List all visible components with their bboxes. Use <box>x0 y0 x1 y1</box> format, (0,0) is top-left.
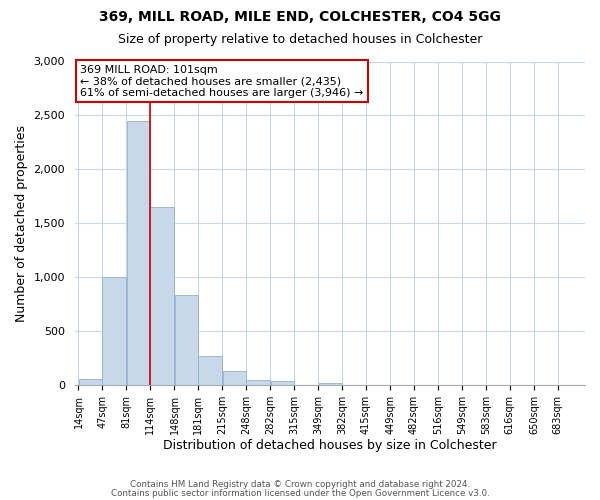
X-axis label: Distribution of detached houses by size in Colchester: Distribution of detached houses by size … <box>163 440 497 452</box>
Text: Contains HM Land Registry data © Crown copyright and database right 2024.: Contains HM Land Registry data © Crown c… <box>130 480 470 489</box>
Bar <box>223 371 246 385</box>
Text: Contains public sector information licensed under the Open Government Licence v3: Contains public sector information licen… <box>110 489 490 498</box>
Bar <box>127 121 150 385</box>
Bar <box>271 381 294 385</box>
Text: 369, MILL ROAD, MILE END, COLCHESTER, CO4 5GG: 369, MILL ROAD, MILE END, COLCHESTER, CO… <box>99 10 501 24</box>
Y-axis label: Number of detached properties: Number of detached properties <box>15 124 28 322</box>
Bar <box>79 380 102 385</box>
Bar <box>175 296 198 385</box>
Text: Size of property relative to detached houses in Colchester: Size of property relative to detached ho… <box>118 32 482 46</box>
Bar <box>246 380 269 385</box>
Bar <box>198 356 221 385</box>
Text: 369 MILL ROAD: 101sqm
← 38% of detached houses are smaller (2,435)
61% of semi-d: 369 MILL ROAD: 101sqm ← 38% of detached … <box>80 64 364 98</box>
Bar <box>150 207 173 385</box>
Bar <box>102 277 125 385</box>
Bar <box>319 383 342 385</box>
